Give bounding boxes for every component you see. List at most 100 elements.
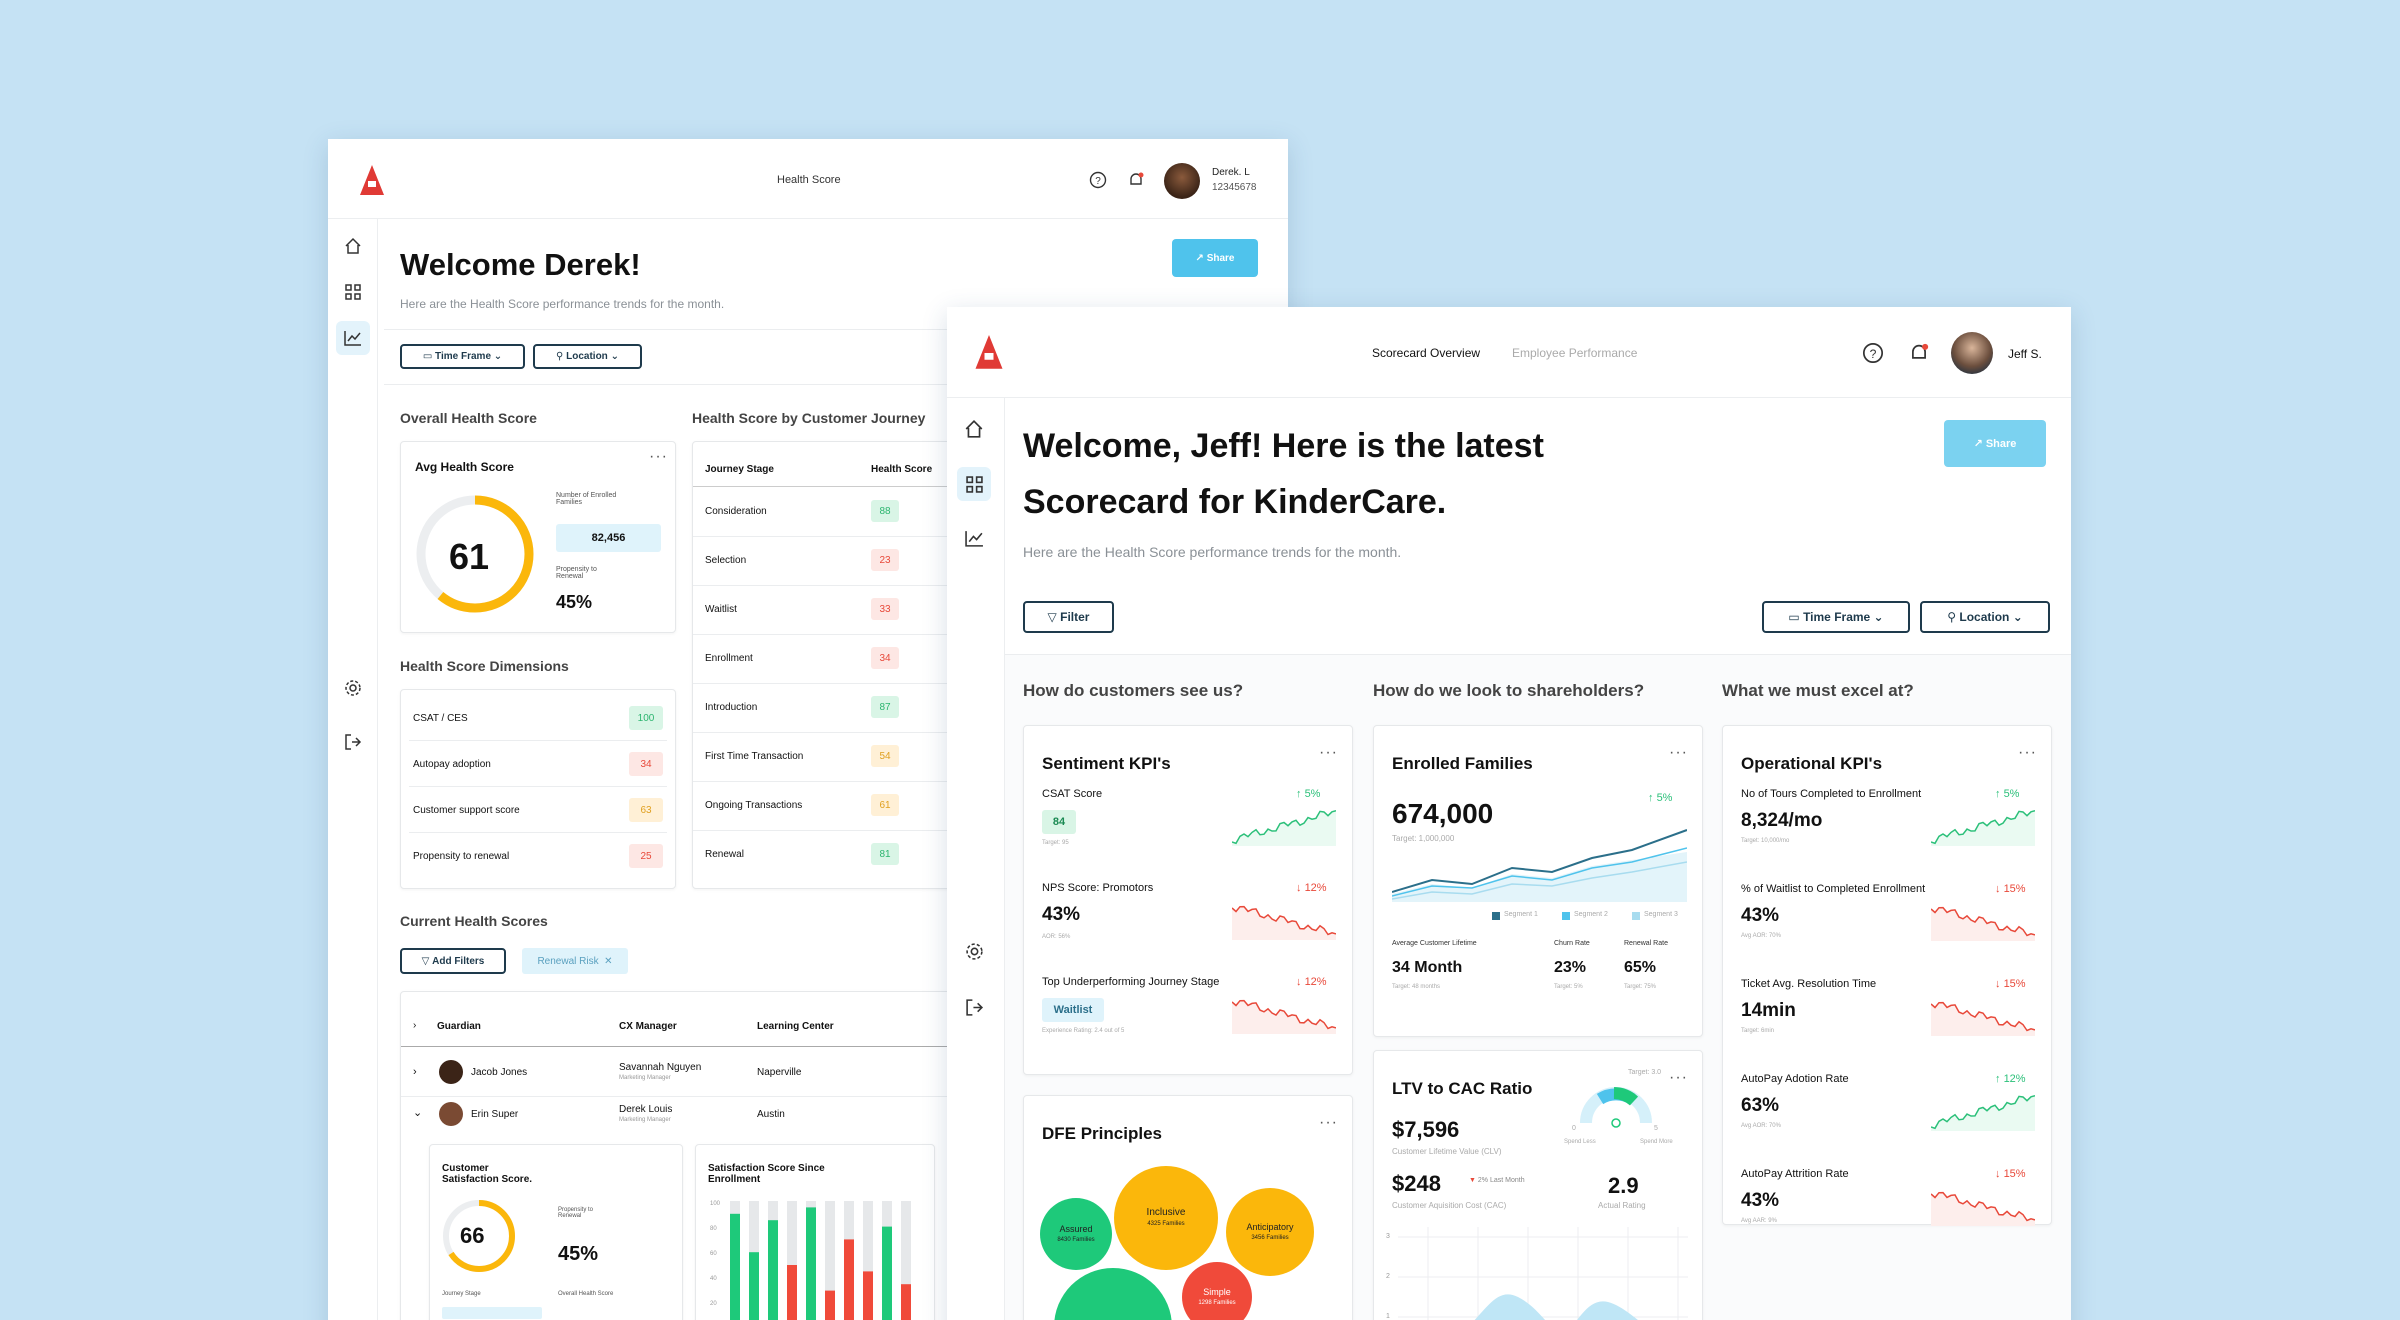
location-label: Location [566,351,608,362]
bubble-assured[interactable]: Assured 8430 Families [1040,1198,1112,1270]
learning-center: Naperville [757,1067,802,1078]
journey-stage: Enrollment [705,653,753,664]
col-title-shareholders: How do we look to shareholders? [1373,681,1645,700]
ltv-axis-tick: 3 [1386,1233,1390,1240]
add-filters-button[interactable]: ▽ Add Filters [400,948,506,974]
enrolled-target: Target: 1,000,000 [1392,834,1455,843]
kpi-sparkline [1232,905,1336,940]
page-subtitle: Here are the Health Score performance tr… [1023,544,1402,560]
journey-table: Journey Stage Health Score Consideration… [692,441,982,889]
logout-icon[interactable] [336,725,370,759]
time-frame-dropdown[interactable]: ▭ Time Frame ⌄ [1762,601,1910,633]
dimension-label: Propensity to renewal [413,851,510,862]
row-expand-icon[interactable]: › [413,1066,417,1078]
avatar[interactable] [1951,332,1993,374]
enrolled-label: Number of Enrolled Families [556,492,617,506]
grid-icon[interactable] [957,467,991,501]
home-icon[interactable] [957,412,991,446]
more-icon[interactable]: ··· [649,448,668,465]
kpi-change: ↓ 15% [1995,978,2026,990]
kpi-sparkline [1232,999,1336,1034]
avg-health-card: Avg Health Score ··· 61 Number of Enroll… [400,441,676,633]
col-learning-center: Learning Center [757,1021,834,1032]
kpi-change: ↓ 15% [1995,883,2026,895]
bubble-inclusive[interactable]: Inclusive 4325 Families [1114,1166,1218,1270]
row-collapse-icon[interactable]: ⌄ [413,1107,423,1119]
ltv-title: LTV to CAC Ratio [1392,1079,1533,1098]
filter-label: Filter [1060,610,1090,624]
chart-icon[interactable] [336,321,370,355]
cac-change-value: 2% Last Month [1477,1177,1525,1184]
more-icon[interactable]: ··· [1669,744,1688,761]
help-icon[interactable]: ? [1862,342,1884,364]
kpi-label: AutoPay Attrition Rate [1741,1168,1849,1180]
gauge-min: 0 [1572,1125,1576,1132]
bubble-simple[interactable]: Simple 1298 Families [1182,1262,1252,1320]
tab-scorecard-overview[interactable]: Scorecard Overview [1372,346,1481,360]
ltv-axis-tick: 2 [1386,1273,1390,1280]
since-bar [901,1284,911,1320]
location-dropdown[interactable]: ⚲ Location ⌄ [1920,601,2050,633]
stat-label: Average Customer Lifetime [1392,940,1477,947]
help-icon[interactable]: ? [1089,171,1107,189]
kpi-sparkline [1931,1001,2035,1036]
stat-value: 23% [1554,959,1587,976]
legend-label: Segment 2 [1574,911,1608,918]
avatar[interactable] [1164,163,1200,199]
grid-icon[interactable] [336,275,370,309]
gauge-left-label: Spend Less [1564,1139,1596,1145]
row-divider [693,781,981,782]
settings-icon[interactable] [957,934,991,968]
expand-all-icon[interactable]: › [413,1020,417,1031]
gauge-right-label: Spend More [1640,1139,1673,1145]
since-bars [730,1201,911,1320]
row-divider [693,683,981,684]
since-tick: 80 [710,1226,717,1232]
since-tick: 100 [710,1201,721,1207]
time-frame-dropdown[interactable]: ▭ Time Frame ⌄ [400,344,525,369]
row-divider [693,634,981,635]
kpi-label: No of Tours Completed to Enrollment [1741,788,1922,800]
journey-section-title: Health Score by Customer Journey [692,410,926,426]
bell-icon[interactable] [1908,342,1930,364]
bell-icon[interactable] [1127,171,1145,189]
enrolled-value: 674,000 [1392,798,1494,829]
home-icon[interactable] [336,229,370,263]
stat-label: Renewal Rate [1624,940,1668,947]
row-divider [409,786,667,787]
share-button[interactable]: ↗ Share [1172,239,1258,277]
location-dropdown[interactable]: ⚲ Location ⌄ [533,344,642,369]
kpi-label: NPS Score: Promotors [1042,882,1154,894]
kpi-sparkline [1232,809,1336,846]
kpi-label: % of Waitlist to Completed Enrollment [1741,883,1926,895]
more-icon[interactable]: ··· [1669,1069,1688,1086]
ratio-value: 2.9 [1608,1173,1639,1198]
enrolled-change: ↑ 5% [1648,792,1673,804]
chart-icon[interactable] [957,521,991,555]
share-label: Share [1985,437,2017,450]
share-button[interactable]: ↗ Share [1944,420,2046,467]
filter-button[interactable]: ▽ Filter [1023,601,1114,633]
dimension-score-badge: 63 [629,798,663,822]
avatar [439,1102,463,1126]
cac-value: $248 [1392,1171,1441,1196]
dimensions-section-title: Health Score Dimensions [400,658,569,674]
more-icon[interactable]: ··· [1319,744,1338,761]
more-icon[interactable]: ··· [1319,1114,1338,1131]
since-bar [787,1265,797,1320]
logout-icon[interactable] [957,990,991,1024]
csat-title: Customer Satisfaction Score. [442,1163,533,1185]
tab-employee-performance[interactable]: Employee Performance [1512,346,1638,360]
journey-col-score: Health Score [871,464,933,475]
kpi-note: Target: 6min [1741,1028,1775,1034]
guardian-name: Jacob Jones [471,1067,528,1078]
settings-icon[interactable] [336,671,370,705]
renewal-risk-chip[interactable]: Renewal Risk ✕ [522,948,628,974]
operational-card: Operational KPI's ··· No of Tours Comple… [1722,725,2052,1226]
kpi-label: Top Underperforming Journey Stage [1042,976,1220,988]
bubble-anticipatory[interactable]: Anticipatory 3456 Families [1226,1188,1314,1276]
kpi-change-value: 15% [2003,978,2026,990]
csat-value: 66 [460,1223,485,1248]
more-icon[interactable]: ··· [2018,744,2037,761]
row-divider [693,732,981,733]
